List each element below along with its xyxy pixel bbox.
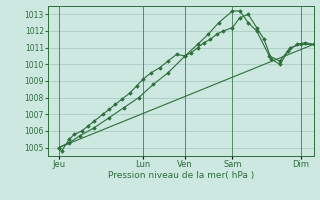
X-axis label: Pression niveau de la mer( hPa ): Pression niveau de la mer( hPa ) xyxy=(108,171,254,180)
